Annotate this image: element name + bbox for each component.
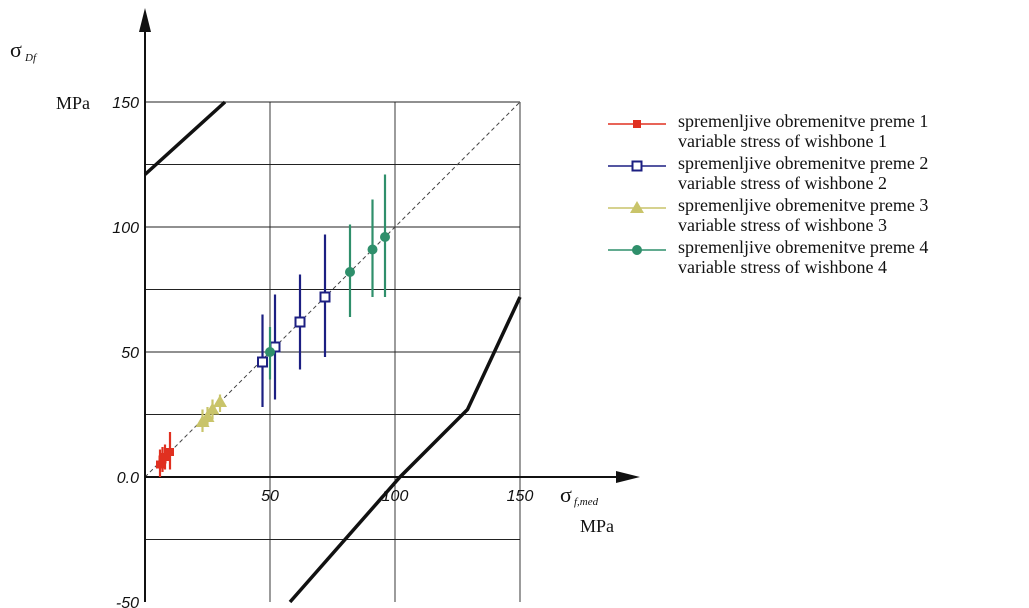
y-axis-symbol: σ <box>10 37 22 62</box>
tick-labels: -50 0.0 50 100 150 50 100 150 <box>112 95 533 608</box>
data-point <box>380 232 390 242</box>
y-axis-subscript: Df <box>24 52 38 64</box>
series-4 <box>265 174 390 380</box>
legend-label-2-en: variable stress of wishbone 2 <box>678 173 887 193</box>
data-series <box>156 174 390 477</box>
y-axis-title: σ Df MPa <box>10 37 90 113</box>
data-point <box>213 395 227 407</box>
data-point <box>166 448 174 456</box>
series-1 <box>156 432 174 477</box>
data-point <box>367 244 378 255</box>
y-tick-label: 50 <box>121 345 139 362</box>
x-axis-title: σ f,med MPa <box>560 482 614 536</box>
data-point <box>200 410 215 422</box>
legend-label-1: spremenljive obremenitve preme 1 <box>678 111 928 131</box>
legend-symbol <box>631 160 643 172</box>
grid <box>145 101 521 602</box>
reference-line <box>144 101 521 478</box>
x-axis-subscript: f,med <box>574 496 599 508</box>
legend-symbol <box>630 201 644 213</box>
x-axis-symbol: σ <box>560 482 572 507</box>
y-tick-label: 0.0 <box>117 470 139 487</box>
limit-line-1 <box>143 100 227 176</box>
data-point <box>294 316 306 328</box>
x-tick-label: 100 <box>382 488 409 505</box>
legend-item-1: spremenljive obremenitve preme 1 variabl… <box>608 111 928 151</box>
legend: spremenljive obremenitve preme 1 variabl… <box>608 111 928 277</box>
series-3 <box>195 394 227 432</box>
y-tick-label: -50 <box>116 595 139 608</box>
data-point <box>257 356 268 368</box>
limit-lines <box>143 100 522 604</box>
x-axis-arrow <box>616 471 640 483</box>
y-axis-unit: MPa <box>56 93 90 113</box>
axes <box>139 8 640 602</box>
legend-label-4: spremenljive obremenitve preme 4 <box>678 237 928 257</box>
x-tick-label: 150 <box>507 488 534 505</box>
legend-label-1-en: variable stress of wishbone 1 <box>678 131 887 151</box>
legend-symbol <box>632 245 642 255</box>
data-point <box>345 267 355 277</box>
limit-line-2 <box>288 296 522 604</box>
legend-symbol <box>633 120 641 128</box>
legend-marker-4 <box>608 245 666 255</box>
legend-item-3: spremenljive obremenitve preme 3 variabl… <box>608 195 928 235</box>
x-tick-label: 50 <box>261 488 279 505</box>
legend-marker-3 <box>608 201 666 213</box>
legend-label-2: spremenljive obremenitve preme 2 <box>678 153 928 173</box>
series-2 <box>257 234 331 407</box>
y-tick-label: 150 <box>112 95 139 112</box>
legend-label-3-en: variable stress of wishbone 3 <box>678 215 887 235</box>
y-axis-arrow <box>139 8 151 32</box>
data-point <box>319 291 331 303</box>
legend-item-4: spremenljive obremenitve preme 4 variabl… <box>608 237 928 277</box>
legend-label-4-en: variable stress of wishbone 4 <box>678 257 887 277</box>
x-axis-unit: MPa <box>580 516 614 536</box>
legend-item-2: spremenljive obremenitve preme 2 variabl… <box>608 153 928 193</box>
legend-marker-1 <box>608 120 666 128</box>
data-point <box>156 460 164 469</box>
reference-diagonal <box>144 101 521 478</box>
data-point <box>265 347 275 357</box>
data-point <box>161 453 169 461</box>
y-tick-label: 100 <box>112 220 139 237</box>
legend-marker-2 <box>608 160 666 172</box>
data-point <box>205 402 220 415</box>
legend-label-3: spremenljive obremenitve preme 3 <box>678 195 928 215</box>
